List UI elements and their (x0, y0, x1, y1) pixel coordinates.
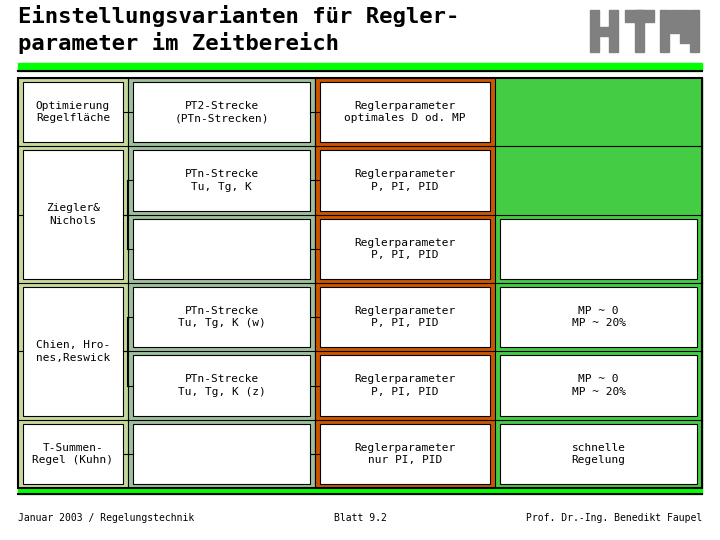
Text: Ziegler&
Nichols: Ziegler& Nichols (46, 204, 100, 226)
Bar (23, 287, 123, 416)
Bar (133, 287, 310, 347)
Bar (320, 355, 490, 416)
Text: Reglerparameter
optimales D od. MP: Reglerparameter optimales D od. MP (344, 101, 466, 123)
Bar (133, 219, 310, 279)
Bar (625, 10, 654, 22)
Bar (500, 219, 697, 279)
Text: PT2-Strecke
(PTn-Strecken): PT2-Strecke (PTn-Strecken) (174, 101, 269, 123)
Bar (495, 78, 702, 488)
Bar (680, 10, 689, 43)
Text: Reglerparameter
P, PI, PID: Reglerparameter P, PI, PID (354, 238, 456, 260)
Text: Januar 2003 / Regelungstechnik: Januar 2003 / Regelungstechnik (18, 513, 194, 523)
Text: PTn-Strecke
Tu, Tg, K (z): PTn-Strecke Tu, Tg, K (z) (178, 374, 266, 397)
Bar (320, 424, 490, 484)
Text: Reglerparameter
P, PI, PID: Reglerparameter P, PI, PID (354, 374, 456, 397)
Bar (590, 10, 599, 52)
Bar (500, 287, 697, 347)
Bar (320, 219, 490, 279)
Bar (609, 10, 618, 52)
Text: Einstellungsvarianten für Regler-
parameter im Zeitbereich: Einstellungsvarianten für Regler- parame… (18, 5, 459, 53)
Bar (23, 424, 123, 484)
Bar (133, 424, 310, 484)
Bar (320, 287, 490, 347)
Text: T-Summen-
Regel (Kuhn): T-Summen- Regel (Kuhn) (32, 443, 114, 465)
Text: Reglerparameter
P, PI, PID: Reglerparameter P, PI, PID (354, 170, 456, 192)
Bar (133, 355, 310, 416)
Bar (635, 10, 644, 52)
Bar (670, 10, 679, 33)
Bar (128, 78, 315, 488)
Text: PTn-Strecke
Tu, Tg, K (w): PTn-Strecke Tu, Tg, K (w) (178, 306, 266, 328)
Bar (18, 78, 702, 488)
Bar (500, 424, 697, 484)
Text: schnelle
Regelung: schnelle Regelung (572, 443, 626, 465)
Bar (315, 78, 495, 488)
Bar (23, 82, 123, 143)
Text: MP ~ 0
MP ~ 20%: MP ~ 0 MP ~ 20% (572, 306, 626, 328)
Text: PTn-Strecke
Tu, Tg, K: PTn-Strecke Tu, Tg, K (184, 170, 258, 192)
Bar (18, 63, 702, 71)
Text: Prof. Dr.-Ing. Benedikt Faupel: Prof. Dr.-Ing. Benedikt Faupel (526, 513, 702, 523)
Bar (320, 82, 490, 143)
Bar (18, 488, 702, 494)
Bar (133, 82, 310, 143)
Text: Blatt 9.2: Blatt 9.2 (333, 513, 387, 523)
Bar (500, 355, 697, 416)
Text: Chien, Hro-
nes,Reswick: Chien, Hro- nes,Reswick (36, 340, 110, 362)
Bar (660, 10, 669, 52)
Text: Reglerparameter
nur PI, PID: Reglerparameter nur PI, PID (354, 443, 456, 465)
Bar (133, 150, 310, 211)
Bar (320, 150, 490, 211)
Bar (690, 10, 699, 52)
Text: Reglerparameter
P, PI, PID: Reglerparameter P, PI, PID (354, 306, 456, 328)
Text: Optimierung
Regelfläche: Optimierung Regelfläche (36, 101, 110, 123)
Text: MP ~ 0
MP ~ 20%: MP ~ 0 MP ~ 20% (572, 374, 626, 397)
Bar (23, 150, 123, 279)
Bar (18, 78, 128, 488)
Bar (599, 27, 609, 36)
